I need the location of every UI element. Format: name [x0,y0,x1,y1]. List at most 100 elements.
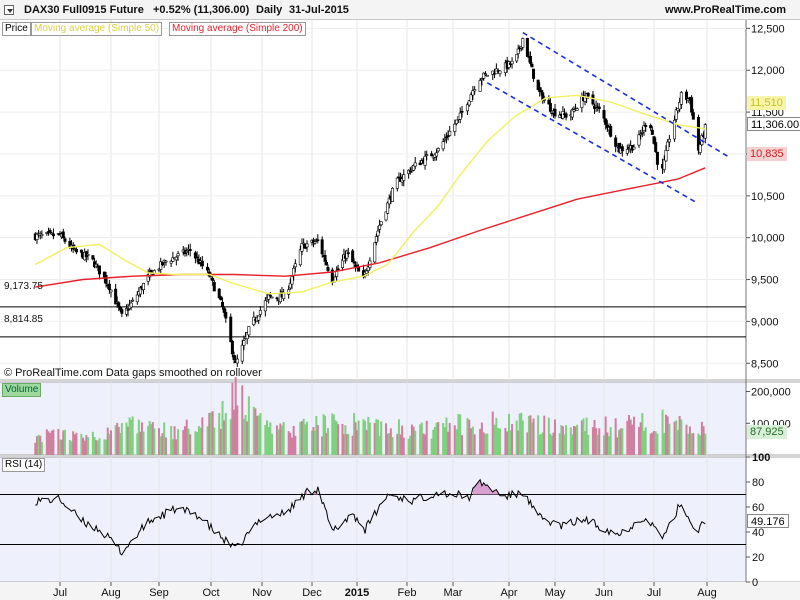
candle-body [230,340,234,355]
volume-bar [692,433,695,455]
volume-bar [455,429,458,455]
candle-body [666,141,670,151]
candle-body [222,307,226,313]
volume-bar [93,437,96,455]
x-tick-label-jun: Jun [595,587,613,599]
volume-bar [509,430,512,455]
volume-bar [282,422,285,455]
volume-bar [541,432,544,455]
volume-bar [221,401,224,455]
candle-body [691,112,695,120]
volume-bar [49,432,52,455]
candle-body [644,124,648,127]
volume-bar [420,422,423,455]
volume-bar [73,434,76,455]
price-y-tick-label: 9,500 [751,275,779,287]
volume-bar [269,422,272,455]
volume-bar [68,440,71,455]
candle-body [240,344,244,362]
volume-bar [324,415,327,455]
candle-body [413,162,417,167]
candle-body [374,236,378,243]
candle-body [674,109,678,120]
candle-body [649,125,653,129]
candle-body [74,249,78,253]
last-price-box: 11,306.00 [747,117,800,131]
volume-bar [676,430,679,455]
volume-bar [301,421,303,455]
ma50-legend-label[interactable]: Moving average (Simple 50) [31,22,163,36]
volume-bar [159,436,162,455]
candle-body [443,138,447,141]
volume-bar [668,423,671,455]
volume-bar [257,415,260,455]
volume-bar [276,425,278,455]
candle-body [402,174,406,181]
volume-bar [331,413,334,455]
x-axis-bar [0,582,800,600]
level-label-lower: 8,814.85 [4,314,43,325]
volume-bar [520,412,523,455]
volume-bar [287,431,290,455]
candles-group [33,37,707,367]
volume-bar [75,432,78,455]
volume-bar [315,415,318,455]
candle-body [352,261,356,264]
volume-bar [697,433,700,455]
ma200-legend-label[interactable]: Moving average (Simple 200) [169,22,306,36]
candle-body [570,108,574,118]
candle-body [408,170,412,173]
candle-body [473,89,477,92]
candle-body [193,252,197,259]
x-tick-label-may: May [545,587,566,599]
volume-bar [442,422,445,455]
candle-body [698,144,702,153]
volume-legend-label[interactable]: Volume [2,383,42,397]
candle-body [379,221,383,226]
volume-bar [704,433,707,455]
price-legend-label[interactable]: Price [2,22,31,36]
candle-body [212,282,216,292]
ma50-line [34,94,706,295]
candle-body [530,63,534,68]
volume-bar [675,420,678,455]
candle-body [247,326,251,336]
volume-bar [57,428,60,455]
volume-bar [608,436,610,455]
x-tick-label-apr: Apr [500,587,517,599]
volume-bar [148,421,151,455]
volume-bar [233,409,236,455]
volume-bar [341,423,344,455]
volume-bar [532,418,535,455]
volume-bar [690,433,693,455]
volume-bar [604,416,607,455]
candle-body [185,250,189,253]
rsi-value-box: 49.176 [747,514,789,528]
collapse-arrow-icon[interactable] [4,5,14,15]
volume-bar [189,434,192,455]
site-link[interactable]: www.ProRealTime.com [664,4,786,16]
volume-bar [537,415,540,455]
volume-bar [644,427,647,455]
volume-bar [585,417,588,455]
volume-bar [332,414,335,455]
ma200-price-box: 10,835 [747,147,787,161]
volume-bar [95,440,98,455]
candle-body [252,316,256,325]
volume-bar [495,417,498,455]
volume-bar [598,428,601,455]
candle-body [242,340,246,346]
volume-bar [484,433,487,455]
volume-bar [606,432,609,455]
volume-bar [40,441,43,455]
candle-body [325,262,329,266]
volume-bar [614,418,617,455]
candle-body [696,117,700,151]
volume-bar [187,428,190,455]
candle-body [521,38,525,48]
volume-bar [580,420,583,455]
volume-bar [279,423,282,455]
volume-bar [196,432,199,455]
rsi-legend-label[interactable]: RSI (14) [2,458,46,472]
